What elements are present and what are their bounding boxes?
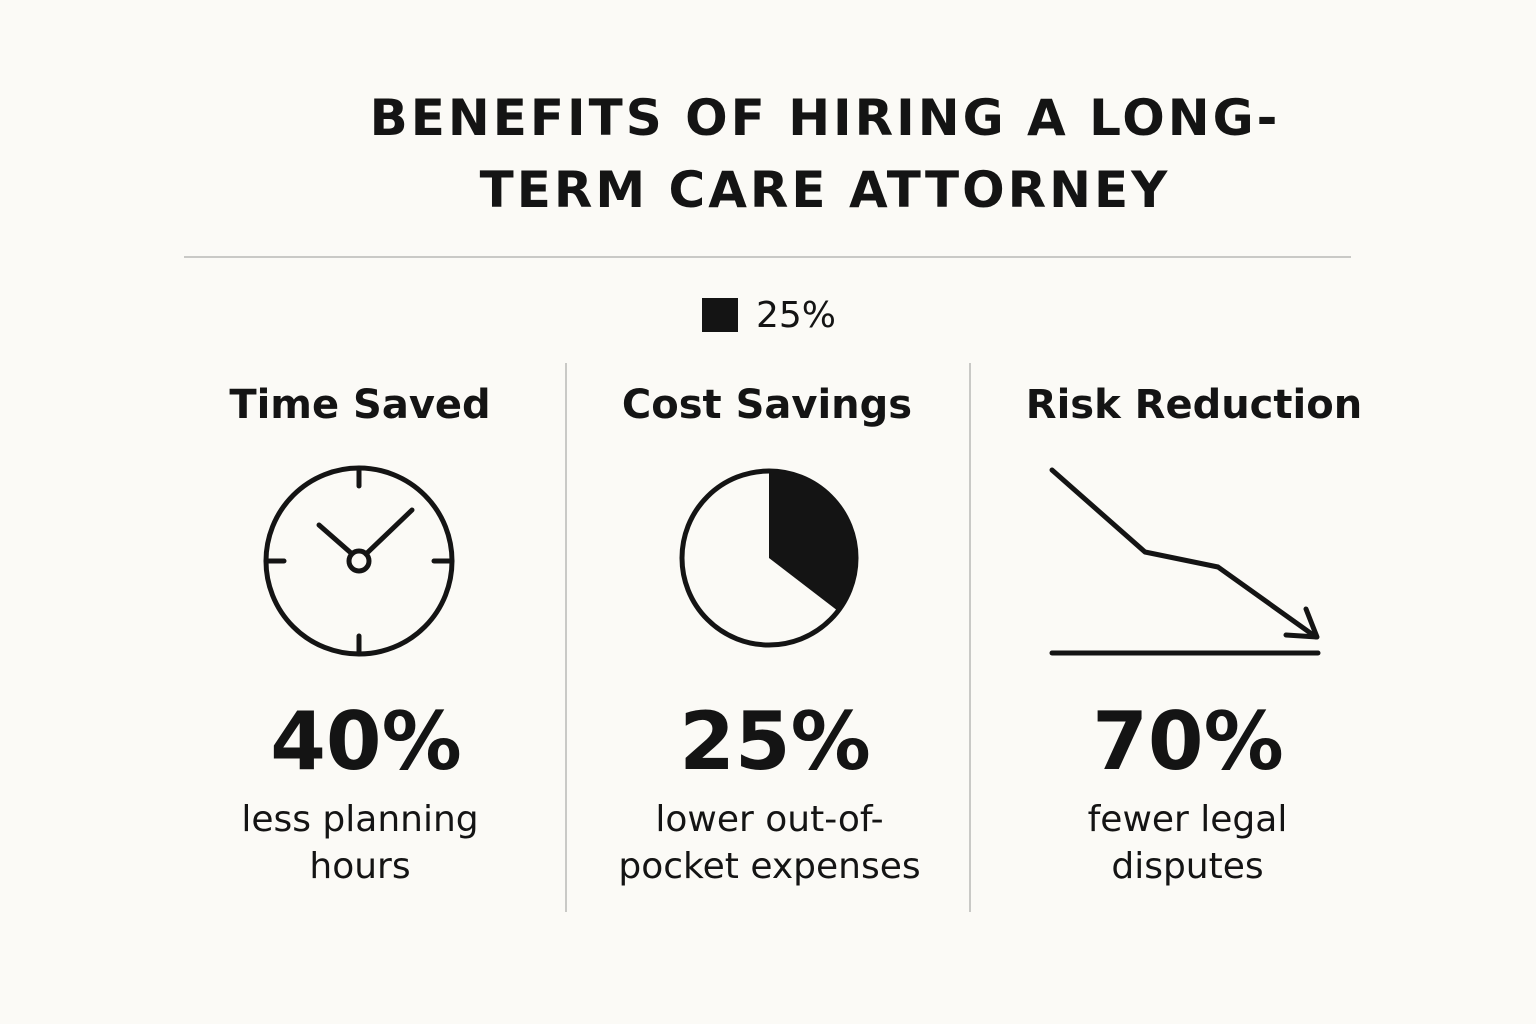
- stat-value: 40%: [270, 695, 462, 788]
- pie-icon: [679, 468, 859, 648]
- column-title: Risk Reduction: [1025, 382, 1363, 428]
- column-divider: [565, 363, 567, 912]
- stat-value: 70%: [1092, 695, 1284, 788]
- stat-description: fewer legal disputes: [1087, 799, 1288, 887]
- stat-description: less planning hours: [241, 799, 479, 887]
- column-divider: [969, 363, 971, 912]
- legend-label: 25%: [756, 295, 837, 336]
- title: BENEFITS OF HIRING A LONG-TERM CARE ATTO…: [369, 89, 1281, 219]
- clock-icon: [263, 465, 455, 657]
- stat-value: 25%: [679, 695, 871, 788]
- stat-description: lower out-of-pocket expenses: [618, 799, 921, 887]
- trend-icon: [1049, 467, 1321, 656]
- legend-swatch: [702, 298, 738, 332]
- column-title: Cost Savings: [621, 382, 913, 428]
- separator: [184, 256, 1351, 258]
- column-title: Time Saved: [229, 382, 491, 428]
